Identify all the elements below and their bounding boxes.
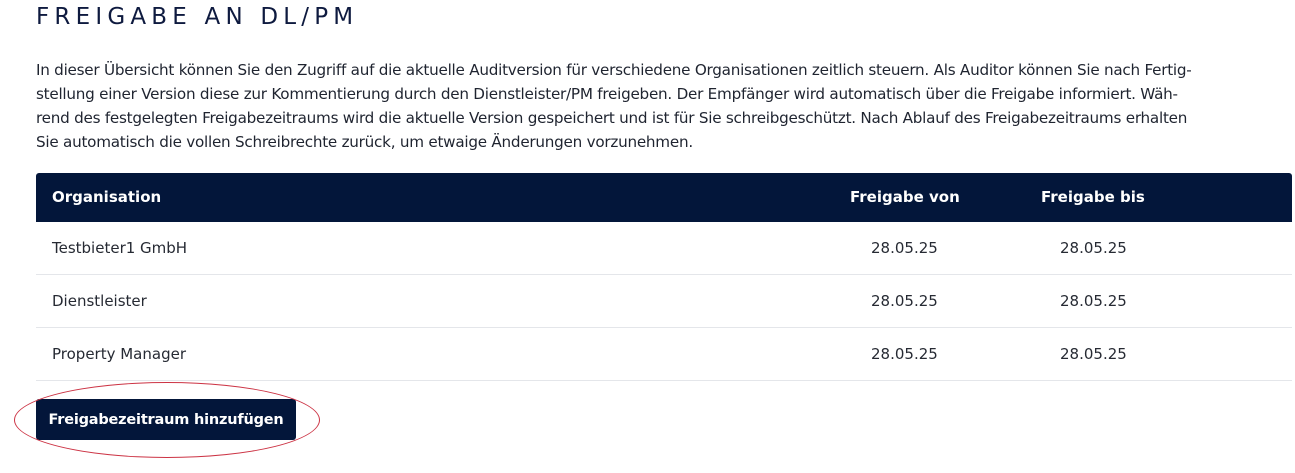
page-title: FREIGABE AN DL/PM: [36, 4, 359, 30]
table-row[interactable]: Testbieter1 GmbH 28.05.25 28.05.25: [36, 222, 1292, 275]
column-header-organisation: Organisation: [52, 188, 162, 206]
cell-freigabe-von: 28.05.25: [871, 345, 938, 363]
cell-freigabe-von: 28.05.25: [871, 292, 938, 310]
intro-line: stellung einer Version diese zur Komment…: [36, 85, 1178, 103]
intro-line: Sie automatisch die vollen Schreibrechte…: [36, 133, 693, 151]
add-release-period-button[interactable]: Freigabezeitraum hinzufügen: [36, 399, 296, 440]
cell-organisation: Dienstleister: [52, 292, 147, 310]
intro-line: rend des festgelegten Freigabezeitraums …: [36, 109, 1188, 127]
cell-organisation: Testbieter1 GmbH: [52, 239, 188, 257]
cell-freigabe-bis: 28.05.25: [1060, 345, 1127, 363]
table-header: Organisation Freigabe von Freigabe bis: [36, 173, 1292, 222]
table-row[interactable]: Property Manager 28.05.25 28.05.25: [36, 328, 1292, 381]
column-header-freigabe-bis: Freigabe bis: [1041, 188, 1145, 206]
column-header-freigabe-von: Freigabe von: [850, 188, 960, 206]
table-row[interactable]: Dienstleister 28.05.25 28.05.25: [36, 275, 1292, 328]
cell-organisation: Property Manager: [52, 345, 186, 363]
release-table: Organisation Freigabe von Freigabe bis T…: [36, 173, 1292, 381]
cell-freigabe-von: 28.05.25: [871, 239, 938, 257]
cell-freigabe-bis: 28.05.25: [1060, 239, 1127, 257]
intro-text: In dieser Übersicht können Sie den Zugri…: [36, 58, 1295, 154]
cell-freigabe-bis: 28.05.25: [1060, 292, 1127, 310]
intro-line: In dieser Übersicht können Sie den Zugri…: [36, 61, 1192, 79]
